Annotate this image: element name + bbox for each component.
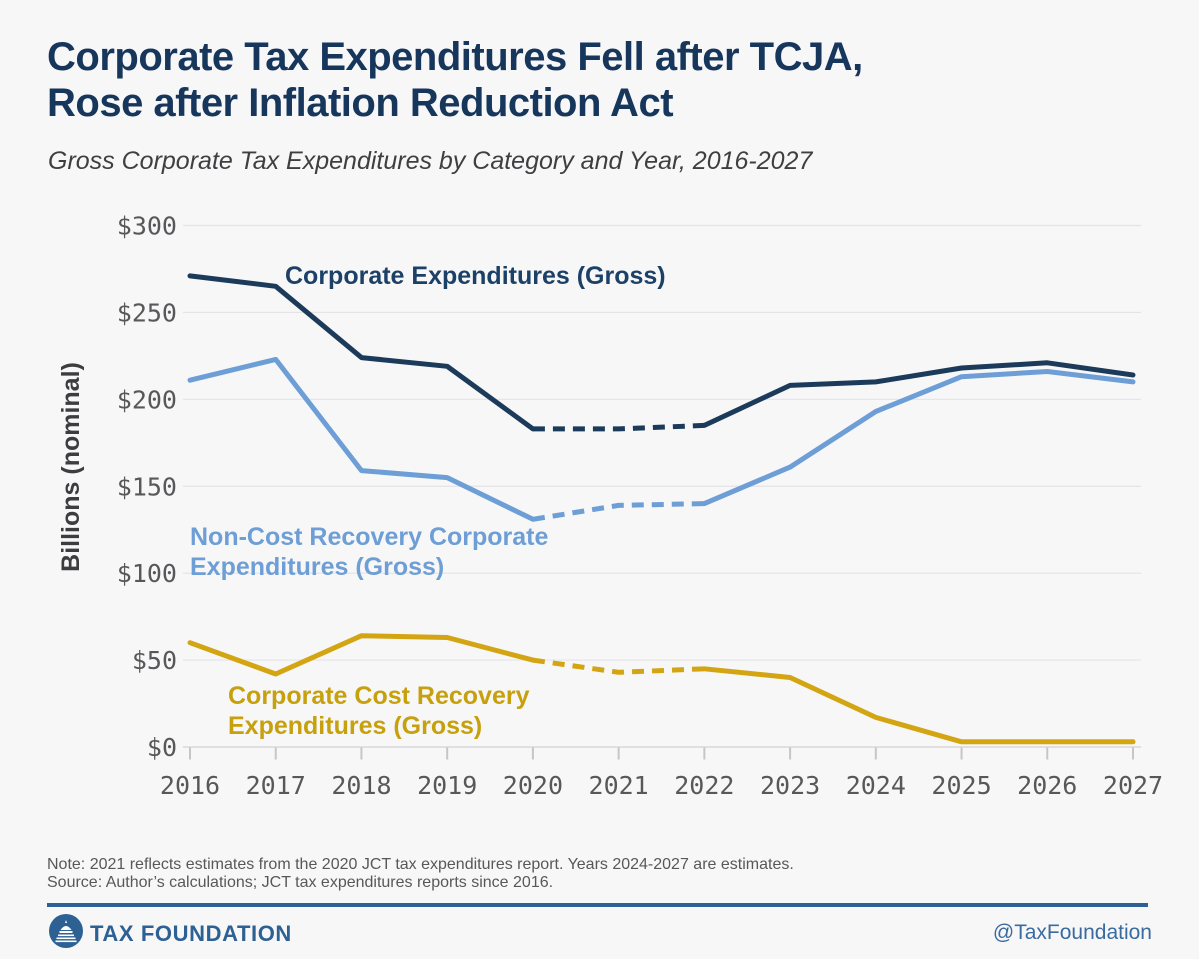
y-tick-label-200: $200 <box>117 385 177 414</box>
x-tick-label-2026: 2026 <box>1017 771 1077 800</box>
series-label-corporate-expenditures: Corporate Expenditures (Gross) <box>285 262 666 290</box>
footer-brand-text: TAX FOUNDATION <box>90 921 292 946</box>
series-line-corporate-expenditures-gross-solid-right <box>701 360 1136 428</box>
x-tick-label-2019: 2019 <box>417 771 477 800</box>
y-tick-label-150: $150 <box>117 472 177 501</box>
y-tick-label-300: $300 <box>117 212 177 241</box>
x-tick-label-2024: 2024 <box>846 771 906 800</box>
series-line-corporate-cost-recovery-expenditures-gross-solid-left <box>187 633 536 677</box>
y-tick-label-50: $50 <box>132 646 177 675</box>
note-text: Note: 2021 reflects estimates from the 2… <box>47 856 794 873</box>
y-tick-label-0: $0 <box>147 733 177 762</box>
tax-foundation-logo-icon <box>49 914 83 948</box>
series-line-corporate-expenditures-gross-solid-left <box>187 273 536 432</box>
x-tick-label-2025: 2025 <box>931 771 991 800</box>
x-tick-label-2016: 2016 <box>160 771 220 800</box>
series-line-corporate-expenditures-gross-dashed <box>532 422 705 432</box>
x-tick-label-2020: 2020 <box>503 771 563 800</box>
x-tick-label-2021: 2021 <box>589 771 649 800</box>
y-tick-label-250: $250 <box>117 298 177 327</box>
series-line-corporate-cost-recovery-expenditures-gross-solid-right <box>701 666 1136 745</box>
x-tick-label-2018: 2018 <box>331 771 391 800</box>
series-label-cost-recovery: Corporate Cost Recovery Expenditures (Gr… <box>228 682 530 740</box>
x-tick-label-2022: 2022 <box>674 771 734 800</box>
x-tick-label-2027: 2027 <box>1103 771 1163 800</box>
page-subtitle: Gross Corporate Tax Expenditures by Cate… <box>48 147 813 175</box>
footer-social-handle[interactable]: @TaxFoundation <box>992 921 1152 944</box>
series-line-non-cost-recovery-corporate-expenditures-gross-solid-left <box>187 356 536 522</box>
page-title-line1: Corporate Tax Expenditures Fell after TC… <box>47 35 863 79</box>
y-axis-title: Billions (nominal) <box>57 362 85 572</box>
source-text: Source: Author’s calculations; JCT tax e… <box>47 874 554 891</box>
series-line-non-cost-recovery-corporate-expenditures-gross-dashed <box>532 501 705 522</box>
series-label-non-cost-recovery: Non-Cost Recovery Corporate Expenditures… <box>190 523 549 581</box>
x-tick-label-2023: 2023 <box>760 771 820 800</box>
footer-divider <box>47 903 1148 907</box>
series-line-corporate-cost-recovery-expenditures-gross-dashed <box>532 657 705 675</box>
page-title: Corporate Tax Expenditures Fell after TC… <box>47 34 863 126</box>
page-title-line2: Rose after Inflation Reduction Act <box>47 81 674 125</box>
series-line-non-cost-recovery-corporate-expenditures-gross-solid-right <box>701 369 1136 507</box>
x-tick-label-2017: 2017 <box>246 771 306 800</box>
y-tick-label-100: $100 <box>117 559 177 588</box>
